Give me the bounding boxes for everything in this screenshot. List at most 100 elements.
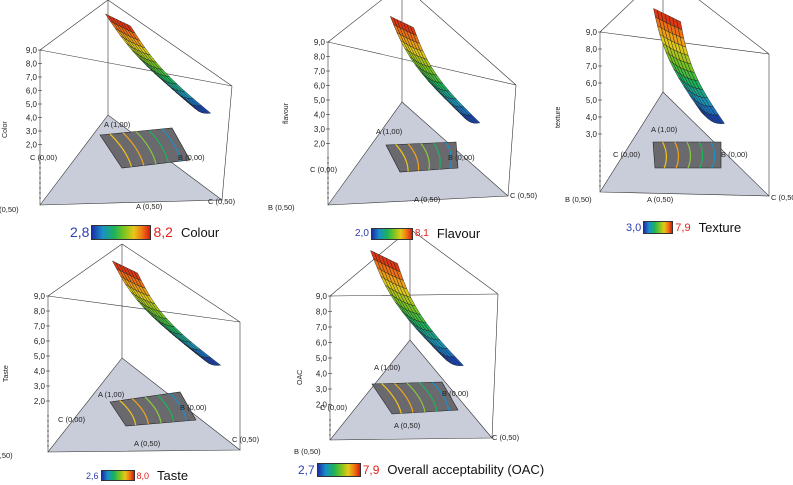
z-axis-dot [39,192,41,194]
z-axis-dot [39,182,41,184]
surface-cell [715,114,725,124]
corner-label-b-base: B (0,50) [268,203,295,212]
contour-line [393,382,414,413]
z-axis-dot [39,187,41,189]
corner-label-a-base: A (0,50) [136,202,163,211]
corner-label-b-base: B (0,50) [565,195,592,204]
z-tick-label: 9,0 [316,292,328,301]
z-tick-label: 5,0 [316,354,328,363]
z-axis-dot [599,160,601,162]
legend-max: 8,1 [414,228,429,239]
legend-colour: 2,8 8,2 Colour [70,224,219,240]
legend-max: 7,9 [675,221,691,234]
contour-line [445,142,452,169]
z-tick-label: 3,0 [34,382,46,391]
legend-colorbar [316,462,361,477]
contour-line [431,381,450,411]
contour-line [119,400,137,426]
contour-line [381,383,402,414]
z-axis-dot [599,175,601,177]
z-tick-label: 9,0 [34,292,46,301]
z-tick-label: 8,0 [34,307,46,316]
z-axis-dot [329,434,331,436]
contour-line [131,398,149,425]
z-tick-label: 7,0 [316,323,328,332]
z-tick-label: 8,0 [26,60,38,69]
box-edge-top-front [47,295,241,323]
contour-region [109,391,197,427]
surface-plot-2: 9,0 8,0 7,0 6,0 5,0 4,0 3,0 texture A (1,00) C (0… [555,0,793,204]
box-edge-top-front [329,293,499,297]
chart-colour: 9,0 8,0 7,0 6,0 5,0 4,0 3,0 2,0 Color A (1,00) C (… [0,0,240,225]
z-tick-label: 5,0 [34,352,46,361]
surface-plot-0: 9,0 8,0 7,0 6,0 5,0 4,0 3,0 2,0 Color A (1,00) C (… [0,0,236,214]
surface-plot-4: 9,0 8,0 7,0 6,0 5,0 4,0 3,0 2,0 OAC A (1,00) C (0,… [294,228,520,456]
corner-label-c-base: C (0,50) [232,435,260,444]
legend-title: Flavour [436,226,481,241]
z-axis-dot [599,165,601,167]
z-axis-dot [39,162,41,164]
legend-colorbar [643,221,674,234]
legend-min: 3,0 [626,221,642,234]
z-tick-label: 5,0 [26,100,38,109]
corner-label-b-right: B (0,00) [448,153,475,162]
z-tick-label: 8,0 [586,45,598,54]
z-tick-label: 3,0 [586,130,598,139]
contour-line [406,382,426,413]
corner-label-a-top: A (1,00) [374,363,401,372]
box-edge-top-left [329,228,411,297]
corner-label-c-base: C (0,50) [208,197,236,206]
corner-label-b-base: B (0,50) [294,447,321,456]
z-axis-label: flavour [283,102,290,124]
z-tick-label: 4,0 [314,111,326,120]
z-axis-dot [329,429,331,431]
legend-min: 2,6 [86,470,99,481]
box-edge-top-left [39,0,109,51]
response-surface [389,15,481,124]
corner-label-a-top: A (1,00) [376,127,403,136]
box-edge-right [507,84,517,197]
contour-line [407,143,420,171]
z-tick-label: 9,0 [26,46,38,55]
corner-label-a-top: A (1,00) [98,390,125,399]
z-tick-label: 6,0 [586,79,598,88]
z-axis-dot [599,185,601,187]
legend-max: 8,0 [136,470,150,481]
corner-label-a-base: A (0,50) [394,421,421,430]
z-axis-dot [47,430,49,432]
corner-label-c-left: C (0,00) [58,415,86,424]
contour-line [157,394,175,423]
z-axis-dot [47,445,49,447]
z-axis-dot [327,167,329,169]
contour-line [109,133,133,168]
corner-label-c-left: C (0,00) [613,150,641,159]
z-tick-label: 6,0 [316,339,328,348]
z-tick-label: 8,0 [316,308,328,317]
corner-label-c-base: C (0,50) [492,433,520,442]
z-tick-label: 3,0 [26,127,38,136]
contour-line [674,141,680,169]
z-axis-dot [39,177,41,179]
box-edge-top-left [327,0,383,43]
z-axis-dot [47,425,49,427]
z-tick-label: 8,0 [314,53,326,62]
z-tick-label: 4,0 [34,367,46,376]
contour-line [161,128,182,162]
corner-label-c-base: C (0,50) [510,191,538,200]
legend-max: 7,9 [362,462,380,477]
z-axis-dot [47,435,49,437]
box-edge-top-right [419,0,517,86]
z-axis-dot [39,197,41,199]
chart-texture: 9,0 8,0 7,0 6,0 5,0 4,0 3,0 texture A (1,00) C (0… [555,0,793,225]
legend-colorbar [370,227,413,240]
z-axis-dot [327,177,329,179]
contour-line [710,141,716,169]
box-edge-top-front [39,49,233,87]
corner-label-a-base: A (0,50) [134,439,161,448]
surface-plot-1: 9,0 8,0 7,0 6,0 5,0 4,0 3,0 2,0 flavour A (1,00) C… [268,0,538,212]
surface-cell [468,114,481,124]
z-axis-label: texture [555,106,562,128]
legend-taste: 2,6 8,0 Taste [86,468,188,483]
chart-oac: 9,0 8,0 7,0 6,0 5,0 4,0 3,0 2,0 OAC A (1,00) C (0,… [294,228,542,467]
z-axis-dot [39,157,41,159]
